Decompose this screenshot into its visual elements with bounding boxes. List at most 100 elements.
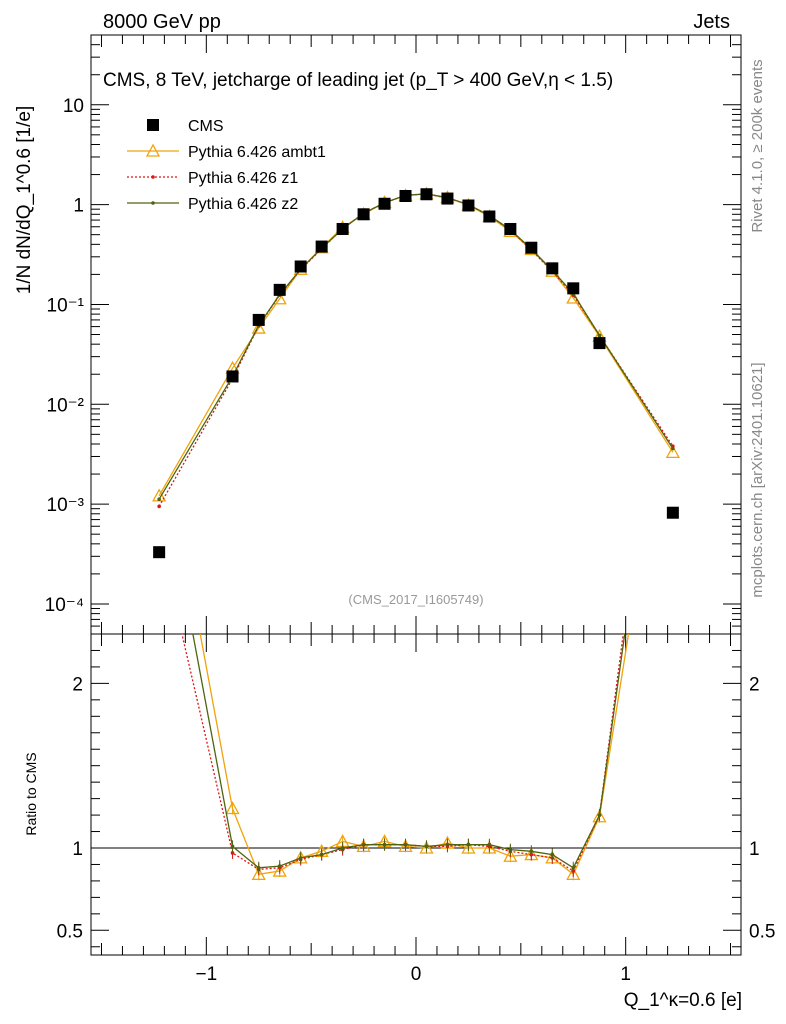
mc-data-point: [597, 333, 602, 338]
ratio-tick-label-right: 2: [749, 674, 760, 695]
cms-data-point: [153, 546, 166, 559]
ratio-line: [192, 634, 626, 869]
cms-data-point: [462, 199, 475, 212]
legend-item: Pythia 6.426 ambt1: [127, 143, 326, 161]
ratio-point: [361, 842, 366, 847]
ratio-point: [256, 865, 261, 870]
ratio-series-group: [153, 254, 679, 881]
ratio-point: [503, 848, 518, 862]
series-cms: [153, 188, 679, 559]
legend-item: CMS: [147, 118, 224, 135]
legend-label: Pythia 6.426 ambt1: [188, 144, 326, 161]
ratio-point: [230, 851, 235, 855]
x-tick-label: 0: [411, 964, 422, 985]
mc-data-point: [665, 444, 680, 458]
cms-data-point: [226, 370, 239, 383]
y-tick-label: 10⁻²: [47, 395, 85, 416]
y-tick-label: 10⁻³: [47, 495, 85, 516]
ratio-plot-frame: [90, 633, 742, 956]
x-axis-label: Q_1^κ=0.6 [e]: [624, 990, 742, 1011]
ratio-point: [445, 842, 450, 847]
ratio-tick-label: 2: [72, 674, 83, 695]
ratio-point: [277, 864, 282, 868]
ratio-point: [225, 801, 240, 815]
mc-data-point: [157, 497, 161, 502]
ratio-tick-label: 0.5: [57, 921, 83, 942]
analysis-id-label: (CMS_2017_I1605749): [348, 592, 483, 607]
series-pythia-6-426-z1: [157, 192, 675, 509]
ratio-point: [382, 842, 387, 847]
ratio-point: [153, 406, 165, 417]
ratio-point: [298, 856, 303, 860]
y-tick-label: 10⁻⁴: [45, 595, 84, 616]
ratio-point: [157, 451, 161, 455]
ratio-point: [487, 842, 492, 847]
cms-data-point: [252, 313, 265, 326]
ratio-series-pythia-6-426-ambt1: [153, 348, 679, 881]
cms-data-point: [593, 337, 606, 350]
cms-data-point: [525, 241, 538, 254]
header-left: 8000 GeV pp: [103, 11, 221, 33]
ratio-y-axis-label: Ratio to CMS: [23, 752, 39, 835]
cms-data-point: [567, 282, 580, 295]
ratio-point: [529, 849, 534, 854]
ratio-point: [466, 842, 471, 847]
ratio-point: [671, 287, 675, 291]
cms-data-point: [483, 210, 496, 223]
ratio-tick-label: 1: [72, 839, 83, 860]
rivet-version-label: Rivet 4.1.0, ≥ 200k events: [749, 59, 766, 232]
ratio-point: [667, 348, 679, 359]
y-tick-label: 10: [63, 96, 84, 117]
ratio-point: [340, 846, 345, 850]
main-axis-ticks: 10 1 10⁻¹ 10⁻² 10⁻³ 10⁻⁴ −1 0 1: [45, 34, 741, 985]
ratio-point: [508, 847, 513, 852]
ratio-point: [251, 866, 266, 880]
legend-label: CMS: [188, 118, 224, 135]
cms-data-point: [378, 197, 391, 210]
legend-marker: [147, 119, 159, 131]
cms-data-point: [399, 189, 412, 202]
series-line: [158, 193, 674, 507]
ratio-point: [419, 840, 434, 854]
ratio-point: [319, 852, 324, 857]
ratio-point: [398, 838, 413, 853]
y-axis-label: 1/N dN/dQ_1^0.6 [1/e]: [14, 106, 35, 294]
legend-marker: [151, 201, 155, 205]
cms-data-point: [504, 222, 517, 235]
chart-title: CMS, 8 TeV, jetcharge of leading jet (p_…: [103, 70, 613, 91]
cms-data-point: [273, 283, 286, 296]
ratio-line: [199, 634, 630, 876]
cms-data-point: [357, 208, 370, 221]
x-tick-label: 1: [620, 964, 631, 985]
ratio-tick-label-right: 0.5: [749, 921, 775, 942]
ratio-point: [566, 866, 581, 880]
y-tick-label: 10⁻¹: [47, 295, 85, 316]
ratio-series-pythia-6-426-z2: [157, 287, 675, 874]
cms-data-point: [294, 260, 307, 273]
cms-data-point: [441, 192, 454, 205]
main-series-group: [152, 186, 680, 559]
x-tick-label: −1: [195, 964, 217, 985]
cms-data-point: [420, 188, 433, 201]
ratio-point: [550, 852, 555, 857]
mc-data-point: [251, 320, 266, 334]
header-right: Jets: [693, 11, 730, 33]
mcplots-source-label: mcplots.cern.ch [arXiv:2401.10621]: [749, 362, 766, 597]
ratio-axis-ticks: 0.5 0.5 1 1 2 2: [57, 649, 775, 948]
mc-data-point: [671, 446, 675, 451]
ratio-point: [424, 844, 429, 849]
cms-data-point: [666, 506, 679, 519]
legend-marker: [151, 175, 155, 179]
legend-label: Pythia 6.426 z2: [188, 196, 298, 213]
cms-data-point: [336, 222, 349, 235]
ratio-point: [403, 842, 408, 847]
mc-data-point: [157, 504, 161, 509]
y-tick-label: 1: [73, 196, 84, 217]
ratio-point: [671, 254, 675, 258]
ratio-point: [482, 840, 497, 854]
legend-marker: [145, 143, 161, 157]
ratio-point: [571, 865, 576, 870]
ratio-point: [230, 844, 235, 849]
ratio-tick-label-right: 1: [749, 839, 760, 860]
